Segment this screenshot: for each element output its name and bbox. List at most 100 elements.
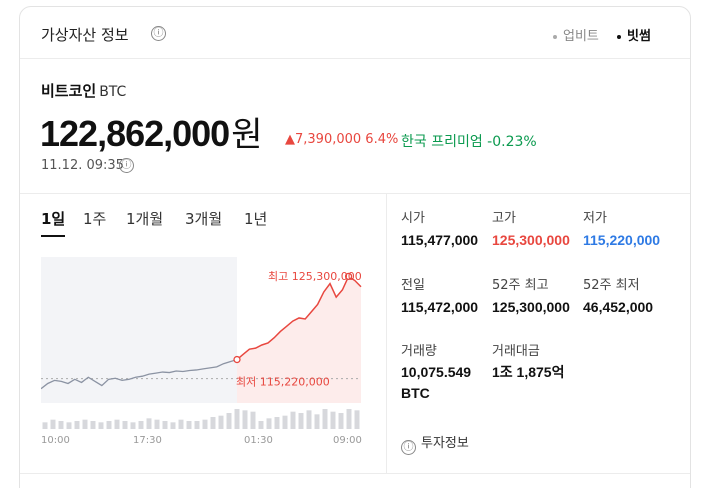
volume-bar [106,421,112,429]
stat-52w-low: 52주 최저 46,452,000 [583,274,678,315]
coin-symbol: BTC [99,84,127,100]
stat-label: 거래량 [401,344,437,359]
x-tick-label: 09:00 [333,435,362,446]
volume-bar [98,422,104,429]
bullet-icon [617,34,621,39]
volume-bar [122,421,128,429]
active-tab-indicator [41,235,65,237]
volume-bar [258,421,264,429]
chart-area-fill [237,276,361,403]
info-icon[interactable]: ⓘ [151,26,166,41]
x-tick-label: 17:30 [133,435,162,446]
volume-bar [306,410,312,429]
crypto-info-card: 가상자산 정보 ⓘ 업비트 빗썸 비트코인 BTC 122,862,000원 ▲7… [19,6,691,488]
stat-value: 115,477,000 [401,232,479,248]
volume-bar [130,422,136,429]
price-change: ▲7,390,000 6.4% [285,132,399,147]
volume-bar [138,421,144,429]
volume-bar [330,411,336,429]
volume-bar [170,422,176,429]
exchange-tab-upbit[interactable]: 업비트 [553,25,599,44]
chart-low-marker [233,355,241,364]
stat-52w-high: 52주 최고 125,300,000 [492,274,587,315]
volume-bar [58,421,64,429]
volume-bar [226,413,232,429]
card-header: 가상자산 정보 ⓘ 업비트 빗썸 [20,7,690,59]
volume-bar [338,413,344,429]
chart-past-region [41,257,237,403]
volume-bar [210,417,216,429]
volume-bar [346,409,352,429]
volume-bar [42,422,48,429]
volume-bar [234,409,240,429]
chart-low-label: 최저 115,220,000 [236,376,330,389]
volume-bar [194,421,200,429]
stat-label: 시가 [401,211,425,226]
coin-name: 비트코인 BTC [41,80,126,101]
card-title: 가상자산 정보 [41,26,129,44]
volume-bar [66,422,72,429]
stat-value: 125,300,000 [492,232,570,248]
divider [386,193,387,473]
info-icon[interactable]: ⓘ [119,158,134,173]
volume-bar [242,410,248,429]
volume-bar [202,419,208,429]
stat-label: 전일 [401,278,425,293]
stat-label: 저가 [583,211,607,226]
stat-value: 115,472,000 [401,299,479,315]
volume-bar [290,411,296,429]
stat-value: 46,452,000 [583,299,654,315]
tab-1y[interactable]: 1년 [244,210,268,228]
volume-bar [178,419,184,429]
info-icon: ⓘ [401,440,416,455]
stat-volume: 거래량 10,075.549 BTC [401,340,496,404]
volume-bar [74,421,80,429]
volume-bar [298,413,304,429]
volume-bar [218,415,224,429]
volume-bar [282,415,288,429]
divider [20,193,690,194]
stat-high: 고가 125,300,000 [492,207,587,248]
exchange-label: 업비트 [563,29,599,44]
volume-bar [162,421,168,429]
tab-3m[interactable]: 3개월 [185,210,223,228]
stat-value: 1조 1,875억 [492,364,565,380]
coin-name-text: 비트코인 [41,82,97,100]
stat-prev-close: 전일 115,472,000 [401,274,496,315]
stat-value: 10,075.549 BTC [401,364,472,401]
stat-label: 고가 [492,211,516,226]
volume-bar [82,419,88,429]
investment-info-label: 투자정보 [421,436,469,451]
stat-label: 52주 최저 [583,278,640,293]
divider [20,473,690,474]
price-chart[interactable]: 최고 125,300,000 최저 115,220,000 10:00 17:30 01… [41,257,371,447]
volume-bar [186,421,192,429]
chart-high-marker [344,272,353,281]
volume-bar [90,421,96,429]
timestamp: 11.12. 09:35 [41,158,124,173]
volume-bar [154,419,160,429]
tab-1w[interactable]: 1주 [83,210,107,228]
volume-bar [354,410,360,429]
chart-line-past [41,358,238,390]
price-value: 122,862,000 [40,113,230,154]
investment-info-link[interactable]: ⓘ 투자정보 [401,432,469,455]
chart-high-label: 최고 125,300,000 [268,270,362,283]
volume-bar [250,411,256,429]
stat-label: 거래대금 [492,344,540,359]
stat-trade-value: 거래대금 1조 1,875억 [492,340,587,383]
korea-premium: 한국 프리미엄 -0.23% [401,134,537,150]
exchange-label: 빗썸 [627,29,651,44]
x-tick-label: 01:30 [244,435,273,446]
bullet-icon [553,34,557,39]
current-price: 122,862,000원 [40,107,262,156]
stat-low: 저가 115,220,000 [583,207,678,248]
exchange-tab-bithumb[interactable]: 빗썸 [617,25,651,44]
tab-1d[interactable]: 1일 [41,210,66,228]
stat-value: 115,220,000 [583,232,661,248]
tab-1m[interactable]: 1개월 [126,210,164,228]
price-unit: 원 [231,116,262,154]
volume-bar [322,409,328,429]
volume-bar [314,414,320,429]
volume-bar [266,418,272,429]
